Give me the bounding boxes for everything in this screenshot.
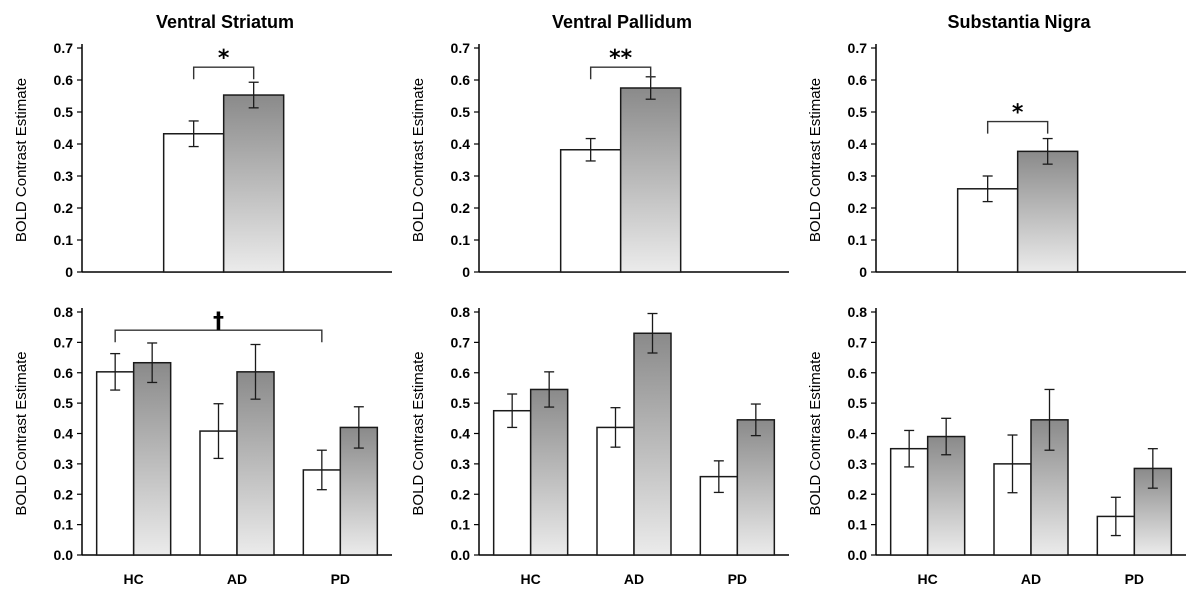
y-tick-label: 0.4 [451, 136, 471, 152]
y-tick-label: 0 [65, 264, 73, 280]
y-tick-label: 0.3 [451, 168, 471, 184]
bar-hc-gray [132, 361, 172, 556]
y-tick-label: 0.2 [54, 486, 74, 502]
significance-marker: ** [609, 46, 633, 71]
y-axis-label: BOLD Contrast Estimate [13, 78, 30, 242]
x-category-label: PD [728, 571, 747, 587]
y-tick-label: 0.0 [848, 547, 868, 563]
significance-bracket [986, 120, 1049, 134]
y-tick-label: 0.7 [848, 334, 868, 350]
y-tick-label: 0.4 [848, 136, 868, 152]
y-tick-label: 0.6 [54, 365, 74, 381]
bar-group-white [559, 149, 622, 273]
y-tick-label: 0.1 [848, 232, 868, 248]
bar-group-gray [222, 94, 285, 273]
y-tick-label: 0.6 [451, 72, 471, 88]
bar-group-gray [619, 87, 682, 273]
y-tick-label: 0 [859, 264, 867, 280]
significance-marker: † [213, 309, 224, 334]
y-tick-label: 0.3 [451, 456, 471, 472]
y-axis-label: BOLD Contrast Estimate [807, 78, 824, 242]
y-tick-label: 0.6 [848, 72, 868, 88]
y-tick-label: 0.0 [451, 547, 471, 563]
y-tick-label: 0.8 [451, 304, 471, 320]
x-category-label: AD [624, 571, 644, 587]
y-tick-label: 0.5 [848, 395, 868, 411]
y-axis-label: BOLD Contrast Estimate [410, 78, 427, 242]
x-category-label: HC [124, 571, 144, 587]
y-tick-label: 0.5 [848, 104, 868, 120]
y-tick-label: 0.2 [451, 200, 471, 216]
y-axis-label: BOLD Contrast Estimate [410, 351, 427, 515]
chart-title: Ventral Pallidum [552, 12, 692, 32]
y-tick-label: 0.5 [451, 395, 471, 411]
y-tick-label: 0.2 [848, 486, 868, 502]
y-tick-label: 0.8 [54, 304, 74, 320]
y-tick-label: 0.2 [451, 486, 471, 502]
y-tick-label: 0 [462, 264, 470, 280]
y-tick-label: 0.6 [54, 72, 74, 88]
y-tick-label: 0.5 [54, 395, 74, 411]
y-tick-label: 0.6 [451, 365, 471, 381]
y-tick-label: 0.4 [848, 426, 868, 442]
y-tick-label: 0.5 [451, 104, 471, 120]
y-axis-label: BOLD Contrast Estimate [13, 351, 30, 515]
significance-bracket [192, 66, 255, 80]
y-tick-label: 0.4 [54, 136, 74, 152]
chart-title: Ventral Striatum [156, 12, 294, 32]
y-tick-label: 0.4 [54, 426, 74, 442]
x-category-label: PD [331, 571, 350, 587]
y-tick-label: 0.7 [54, 334, 74, 350]
bar-group-gray [1016, 150, 1079, 273]
significance-marker: * [1012, 101, 1024, 126]
chart-ventral-pallidum-bottom: BOLD Contrast Estimate 0.0 0.1 0.2 0.3 0.4 0.5… [410, 304, 789, 587]
x-category-label: AD [1021, 571, 1041, 587]
significance-bracket [589, 66, 652, 80]
bar-hc-white [95, 371, 135, 556]
x-category-label: HC [918, 571, 938, 587]
x-category-label: AD [227, 571, 247, 587]
y-tick-label: 0.1 [848, 517, 868, 533]
y-tick-label: 0.1 [451, 517, 471, 533]
y-tick-label: 0.7 [451, 334, 471, 350]
y-tick-label: 0.3 [54, 168, 74, 184]
y-tick-label: 0.8 [848, 304, 868, 320]
y-tick-label: 0.7 [54, 40, 74, 56]
chart-ventral-striatum-bottom: BOLD Contrast Estimate 0.0 0.1 0.2 0.3 0.4 0.5… [13, 304, 392, 587]
significance-marker: * [218, 46, 230, 71]
y-tick-label: 0.1 [54, 517, 74, 533]
bar-ad-gray [633, 332, 672, 556]
y-axis-label: BOLD Contrast Estimate [807, 351, 824, 515]
significance-bracket [114, 329, 323, 343]
y-tick-label: 0.5 [54, 104, 74, 120]
y-tick-label: 0.4 [451, 426, 471, 442]
y-tick-label: 0.1 [54, 232, 74, 248]
chart-title: Substantia Nigra [947, 12, 1091, 32]
y-tick-label: 0.6 [848, 365, 868, 381]
y-tick-label: 0.2 [54, 200, 74, 216]
x-category-label: PD [1125, 571, 1144, 587]
bar-group-white [162, 133, 225, 273]
chart-ventral-pallidum-top: Ventral Pallidum BOLD Contrast Estimate 0 0… [410, 12, 789, 280]
y-tick-label: 0.7 [451, 40, 471, 56]
y-tick-label: 0.3 [54, 456, 74, 472]
bar-hc-white [492, 409, 532, 556]
chart-substantia-nigra-top: Substantia Nigra BOLD Contrast Estimate 0 0… [807, 12, 1186, 280]
bar-hc-gray [926, 435, 966, 556]
y-tick-label: 0.7 [848, 40, 868, 56]
x-category-label: HC [521, 571, 541, 587]
chart-substantia-nigra-bottom: BOLD Contrast Estimate 0.0 0.1 0.2 0.3 0.4 0.5… [807, 304, 1186, 587]
y-tick-label: 0.2 [848, 200, 868, 216]
y-tick-label: 0.1 [451, 232, 471, 248]
bar-pd-gray [736, 419, 776, 556]
y-tick-label: 0.3 [848, 456, 868, 472]
chart-ventral-striatum-top: Ventral Striatum BOLD Contrast Estimate 0 0… [13, 12, 392, 280]
y-tick-label: 0.3 [848, 168, 868, 184]
y-tick-label: 0.0 [54, 547, 74, 563]
bar-hc-gray [529, 388, 569, 556]
